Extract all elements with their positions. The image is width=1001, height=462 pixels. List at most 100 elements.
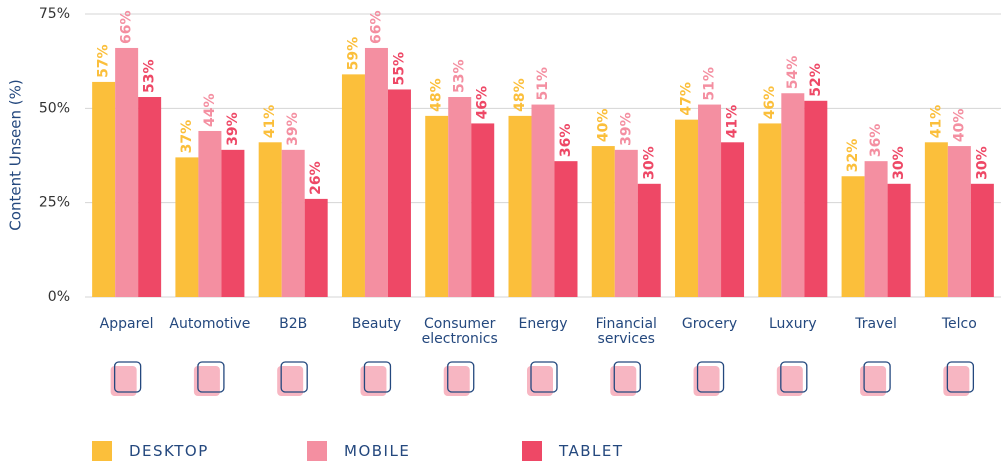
y-tick-label: 25% <box>39 195 70 211</box>
category-icon <box>443 361 475 396</box>
icon-outline <box>197 361 225 393</box>
value-label: 48% <box>512 78 528 112</box>
icon-shape <box>443 366 470 396</box>
category-icon <box>110 361 142 396</box>
bar <box>341 74 365 297</box>
bar <box>947 146 971 297</box>
icon-outline <box>280 361 308 393</box>
bar <box>841 176 865 297</box>
legend-label: MOBILE <box>344 442 411 460</box>
icon-shape <box>776 366 803 396</box>
icon-shape <box>360 366 387 396</box>
category-icon <box>693 361 725 396</box>
x-tick-label: Automotive <box>169 316 251 332</box>
value-label: 26% <box>308 161 324 195</box>
bar <box>471 123 495 297</box>
value-label: 39% <box>618 112 634 146</box>
legend-swatch <box>307 441 327 461</box>
x-tick-label: Grocery <box>681 316 738 332</box>
value-label: 40% <box>951 109 967 143</box>
x-tick-label: B2B <box>279 316 308 332</box>
y-tick-label: 75% <box>39 6 70 22</box>
value-label: 54% <box>785 56 801 90</box>
icon-shape <box>277 366 304 396</box>
y-axis-label: Content Unseen (%) <box>7 79 25 230</box>
icon-outline <box>696 361 725 393</box>
x-tick-label: Energy <box>518 316 568 332</box>
icon-shape <box>693 366 720 396</box>
value-label: 59% <box>345 37 361 71</box>
value-label: 53% <box>142 59 158 93</box>
value-label: 47% <box>679 82 695 116</box>
x-tick-label: Apparel <box>99 316 154 332</box>
bar <box>554 161 578 297</box>
value-label: 52% <box>808 63 824 97</box>
category-icon <box>277 361 308 396</box>
icon-shape <box>943 366 970 396</box>
category-icon <box>860 361 891 396</box>
bar <box>175 157 199 297</box>
value-label: 39% <box>285 112 301 146</box>
bar <box>970 183 994 297</box>
icon-shape <box>193 366 220 396</box>
bar <box>221 149 245 297</box>
bar <box>721 142 745 297</box>
category-icon <box>360 361 392 396</box>
bar <box>425 115 449 297</box>
value-label: 36% <box>558 124 574 158</box>
legend-label: DESKTOP <box>129 442 209 460</box>
bar <box>387 89 411 297</box>
icon-outline <box>447 361 475 393</box>
x-tick-label: Consumer electronics <box>421 316 498 347</box>
bar <box>637 183 661 297</box>
value-label: 46% <box>762 86 778 120</box>
icon-outline <box>863 361 891 393</box>
value-label: 36% <box>868 124 884 158</box>
x-tick-label: Telco <box>941 316 977 332</box>
bar <box>138 97 162 297</box>
bar <box>304 198 328 297</box>
icon-outline <box>363 361 392 393</box>
value-label: 41% <box>262 105 278 139</box>
category-icon <box>527 361 558 396</box>
value-label: 57% <box>96 44 112 78</box>
value-label: 48% <box>429 78 445 112</box>
x-tick-label: Beauty <box>351 316 402 332</box>
bar <box>448 97 472 297</box>
value-label: 39% <box>225 112 241 146</box>
value-label: 41% <box>928 105 944 139</box>
value-label: 30% <box>641 146 657 180</box>
value-label: 32% <box>845 139 861 173</box>
icon-outline <box>946 361 975 393</box>
legend-label: TABLET <box>559 442 624 460</box>
bar <box>508 115 532 297</box>
icon-outline <box>530 361 558 393</box>
value-label: 66% <box>119 10 135 44</box>
category-icon <box>193 361 225 396</box>
value-label: 46% <box>475 86 491 120</box>
bar <box>614 149 638 297</box>
category-icon <box>776 361 808 396</box>
value-label: 53% <box>452 59 468 93</box>
bar <box>115 47 139 298</box>
x-tick-label: Travel <box>855 316 897 332</box>
icon-outline <box>780 361 808 393</box>
y-tick-label: 50% <box>39 100 70 116</box>
bar <box>698 104 722 297</box>
bar <box>887 183 911 297</box>
bar <box>591 146 615 297</box>
bar <box>675 119 699 297</box>
icon-outline <box>613 361 641 393</box>
value-label: 44% <box>202 93 218 127</box>
value-label: 40% <box>595 109 611 143</box>
icon-outline <box>113 361 142 393</box>
icon-shape <box>610 366 637 396</box>
bar <box>281 149 305 297</box>
value-label: 66% <box>368 10 384 44</box>
value-label: 55% <box>391 52 407 86</box>
legend-swatch <box>522 441 542 461</box>
value-label: 41% <box>725 105 741 139</box>
bar <box>364 47 388 298</box>
